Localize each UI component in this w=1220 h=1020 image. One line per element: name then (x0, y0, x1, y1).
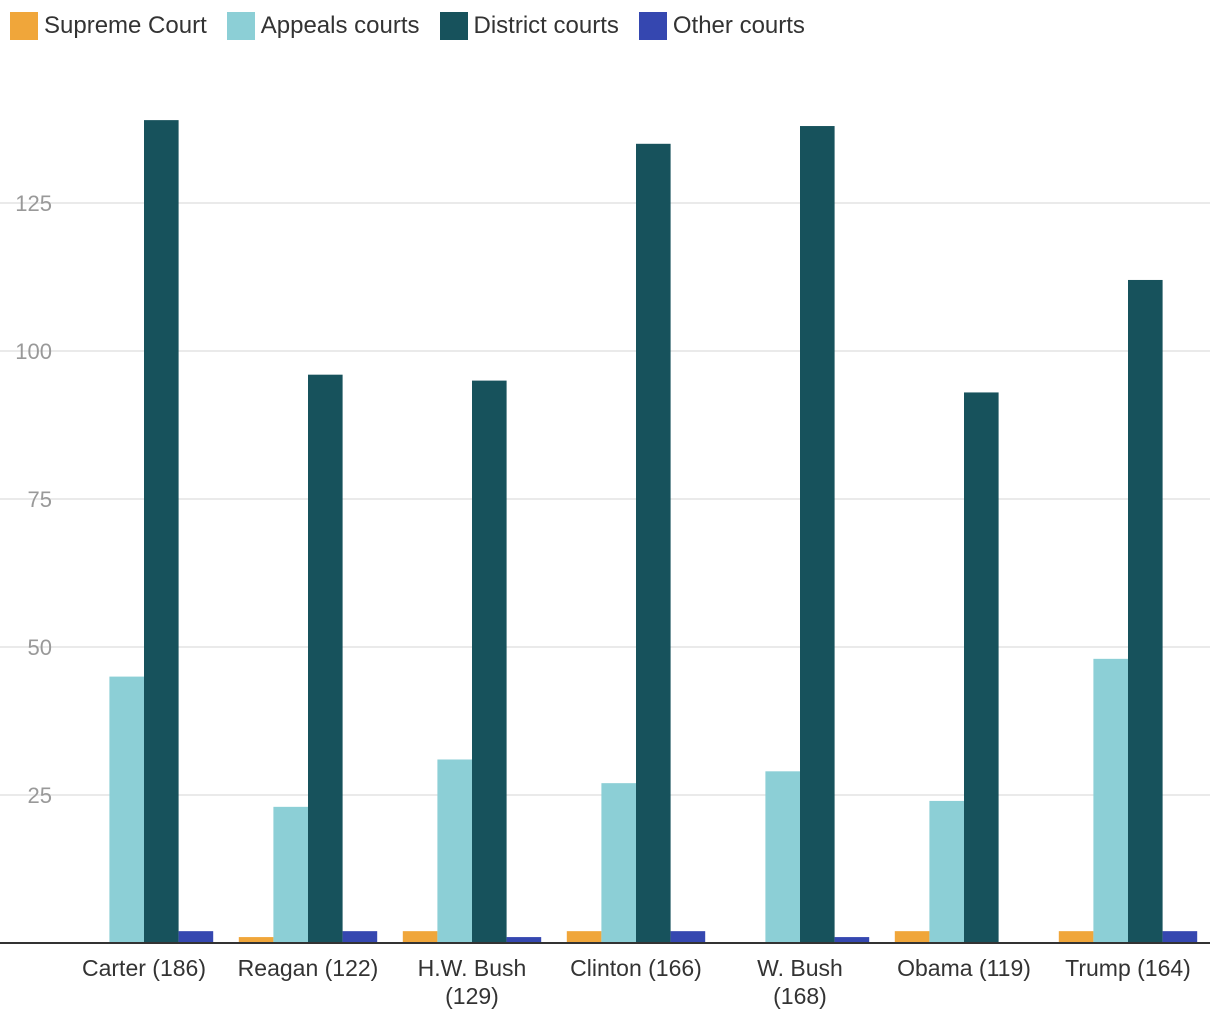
x-tick-label-line: Reagan (122) (238, 955, 379, 981)
x-tick-label-0: Carter (186) (82, 955, 206, 981)
bar-appeals-courts-2 (437, 759, 472, 943)
bar-supreme-court-3 (566, 931, 602, 943)
y-tick-label-125: 125 (15, 191, 52, 216)
legend-item-appeals-courts: Appeals courts (226, 12, 420, 40)
bar-district-courts-6 (1128, 279, 1163, 944)
bar-district-courts-2 (472, 380, 507, 944)
x-tick-label-line: (168) (773, 983, 827, 1009)
x-tick-label-3: Clinton (166) (570, 955, 702, 981)
bar-other-courts-0 (178, 931, 214, 943)
bar-district-courts-5 (964, 392, 999, 943)
bar-other-courts-3 (670, 931, 706, 943)
legend-swatch-other-courts (638, 12, 667, 40)
chart-legend: Supreme Court Appeals courts District co… (10, 12, 825, 40)
legend-label-supreme-court: Supreme Court (44, 12, 207, 39)
legend-label-appeals-courts: Appeals courts (260, 12, 420, 39)
y-tick-label-50: 50 (28, 635, 52, 660)
bar-supreme-court-1 (238, 937, 274, 943)
legend-swatch-supreme-court (10, 12, 38, 40)
bar-appeals-courts-1 (273, 806, 308, 943)
bar-supreme-court-5 (894, 931, 930, 943)
x-tick-label-line: H.W. Bush (418, 955, 527, 981)
legend-label-district-courts: District courts (473, 12, 619, 39)
bar-other-courts-4 (834, 937, 870, 943)
bar-other-courts-1 (342, 931, 378, 943)
x-tick-label-line: Clinton (166) (570, 955, 702, 981)
bar-district-courts-4 (800, 126, 835, 944)
x-tick-label-6: Trump (164) (1065, 955, 1191, 981)
bar-district-courts-3 (636, 143, 671, 944)
bar-appeals-courts-3 (601, 783, 636, 943)
x-tick-label-1: Reagan (122) (238, 955, 379, 981)
x-tick-label-line: Trump (164) (1065, 955, 1191, 981)
bar-appeals-courts-0 (109, 676, 144, 943)
x-tick-label-line: (129) (445, 983, 499, 1009)
bar-appeals-courts-6 (1093, 658, 1128, 943)
bar-supreme-court-2 (402, 931, 438, 943)
x-tick-label-line: W. Bush (757, 955, 843, 981)
legend-item-district-courts: District courts (439, 12, 619, 40)
legend-item-supreme-court: Supreme Court (10, 12, 207, 40)
y-tick-label-25: 25 (28, 783, 52, 808)
x-tick-label-4: W. Bush (168) (757, 955, 843, 1009)
y-tick-label-75: 75 (28, 487, 52, 512)
x-tick-label-2: H.W. Bush (129) (418, 955, 527, 1009)
bar-district-courts-0 (144, 120, 179, 944)
bar-supreme-court-6 (1058, 931, 1094, 943)
legend-label-other-courts: Other courts (672, 12, 805, 39)
legend-item-other-courts: Other courts (638, 12, 805, 40)
bar-appeals-courts-5 (929, 800, 964, 943)
bar-appeals-courts-4 (765, 771, 800, 943)
x-tick-label-line: Carter (186) (82, 955, 206, 981)
legend-swatch-appeals-courts (226, 12, 255, 40)
legend-swatch-district-courts (439, 12, 468, 40)
y-tick-label-100: 100 (15, 339, 52, 364)
x-tick-label-line: Obama (119) (897, 955, 1031, 981)
bar-other-courts-2 (506, 937, 542, 943)
bar-district-courts-1 (308, 374, 343, 943)
bar-other-courts-6 (1162, 931, 1198, 943)
x-tick-label-5: Obama (119) (897, 955, 1031, 981)
